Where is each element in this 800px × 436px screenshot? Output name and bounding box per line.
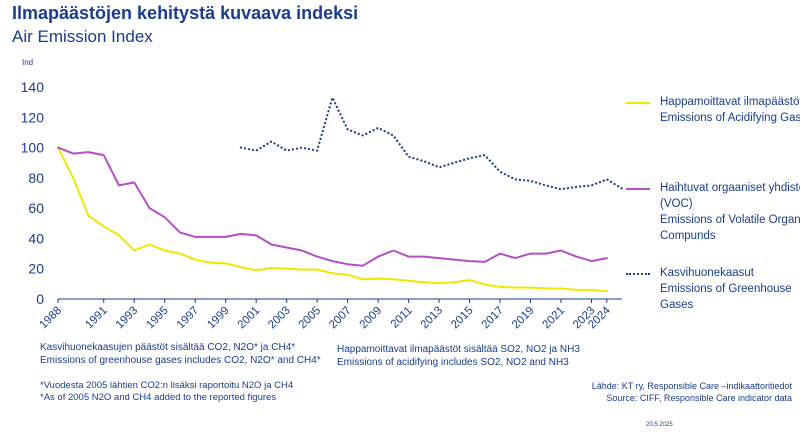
- x-tick-label: 2011: [389, 305, 415, 331]
- legend-swatch-voc: [626, 188, 650, 190]
- note-ghg-fi: Kasvihuonekaasujen päästöt sisältää CO2,…: [40, 342, 296, 353]
- source-fi: Lähde: KT ry, Responsible Care –indikaat…: [591, 381, 792, 391]
- x-tick-label: 1993: [114, 305, 141, 332]
- y-axis-label: Ind: [22, 58, 33, 67]
- x-tick-label: 2015: [449, 305, 476, 332]
- x-tick-label: 1995: [144, 305, 171, 332]
- y-tick-label: 80: [28, 170, 44, 186]
- legend-label-acidifying: Happamoittavat ilmapäästöt Emissions of …: [660, 96, 800, 124]
- x-tick-label: 2009: [358, 305, 385, 332]
- note-acid-en: Emissions of acidifying includes SO2, NO…: [337, 357, 569, 368]
- y-tick-label: 60: [28, 200, 44, 216]
- legend-label-voc: Haihtuvat orgaaniset yhdisteet (VOC) Emi…: [660, 182, 800, 242]
- x-tick-label: 1991: [83, 305, 110, 332]
- chart-subtitle: Air Emission Index: [12, 27, 153, 46]
- x-tick-label: 2007: [327, 305, 354, 332]
- series-line-greenhouse: [239, 96, 624, 191]
- y-tick-label: 40: [28, 230, 44, 246]
- x-tick-label: 2003: [266, 305, 293, 332]
- x-tick-label: 1999: [205, 305, 232, 332]
- x-tick-label: 2001: [236, 305, 263, 332]
- source-en: Source: CIFF, Responsible Care indicator…: [606, 393, 792, 403]
- x-tick-label: 1988: [38, 305, 65, 332]
- x-tick-label: 2013: [419, 305, 446, 332]
- note-ghg-en: Emissions of greenhouse gases includes C…: [40, 355, 321, 366]
- y-tick-label: 20: [28, 261, 44, 277]
- y-tick-label: 0: [36, 291, 44, 307]
- y-tick-label: 100: [21, 140, 45, 156]
- footnote-en: *As of 2005 N2O and CH4 added to the rep…: [40, 392, 277, 403]
- chart-title: Ilmapäästöjen kehitystä kuvaava indeksi: [12, 3, 359, 23]
- x-tick-label: 2019: [510, 305, 537, 332]
- footnote-fi: *Vuodesta 2005 lähtien CO2:n lisäksi rap…: [40, 380, 294, 391]
- y-tick-label: 140: [21, 79, 45, 95]
- x-tick-label: 2005: [297, 305, 324, 332]
- y-tick-label: 120: [21, 109, 45, 125]
- x-tick-label: 1997: [175, 305, 202, 332]
- legend-swatch-greenhouse: [626, 273, 650, 275]
- legend-label-greenhouse: Kasvihuonekaasut Emissions of Greenhouse…: [660, 267, 792, 311]
- series-line-voc: [57, 146, 608, 267]
- publication-date: 20.5.2025: [646, 422, 673, 428]
- x-tick-label: 2021: [541, 305, 568, 332]
- legend-swatch-acidifying: [626, 102, 650, 104]
- note-acid-fi: Happamoittavat ilmapäästöt sisältää SO2,…: [337, 344, 580, 355]
- series-line-acidifying: [57, 146, 608, 293]
- x-tick-label: 2017: [480, 305, 507, 332]
